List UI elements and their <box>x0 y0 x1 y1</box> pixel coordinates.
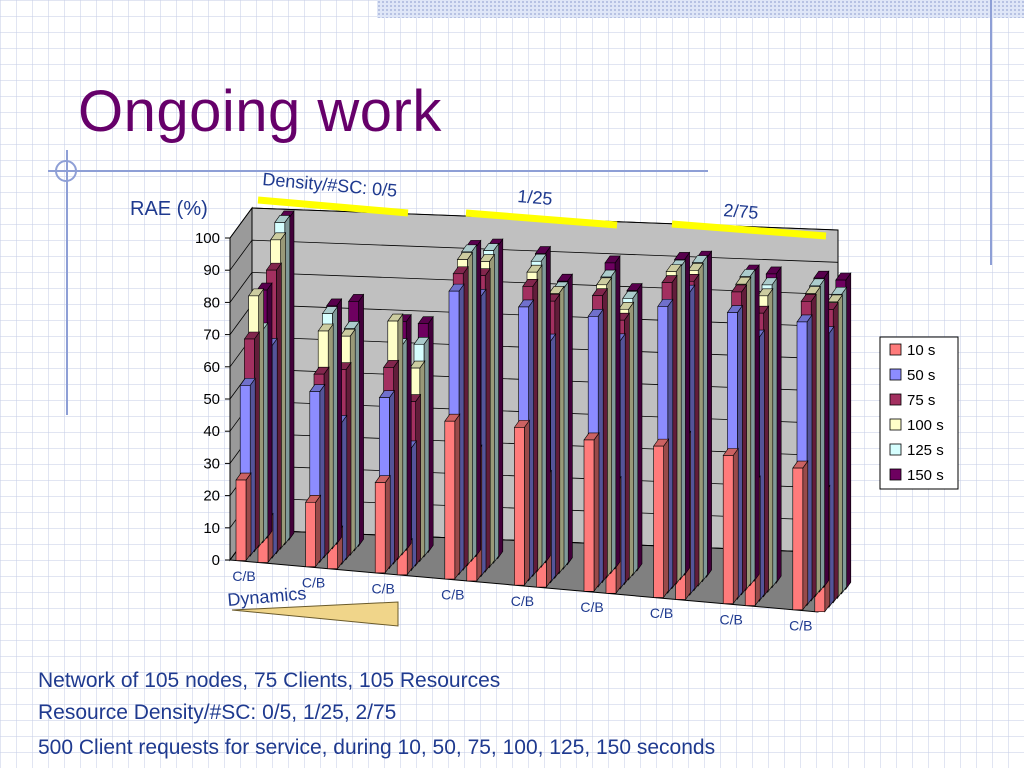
x-tick-label: C/B <box>720 611 743 627</box>
bar-side <box>384 474 391 574</box>
x-tick-label: C/B <box>232 568 255 584</box>
bar <box>305 501 316 567</box>
bar <box>514 427 525 586</box>
y-tick-label: 90 <box>203 262 220 279</box>
legend-swatch <box>889 393 902 406</box>
legend-swatch <box>889 443 902 456</box>
bullet-network: Network of 105 nodes, 75 Clients, 105 Re… <box>38 669 501 692</box>
legend-label: 100 s <box>907 417 944 434</box>
x-tick-label: C/B <box>580 599 603 615</box>
group-label: 2/75 <box>723 200 760 223</box>
group-label: Density/#SC: 0/5 <box>262 169 398 201</box>
gridline-side <box>229 272 253 303</box>
legend-swatch <box>889 468 902 481</box>
group-label: 1/25 <box>517 186 554 209</box>
legend-label: 50 s <box>907 367 935 384</box>
y-axis-label: RAE (%) <box>130 198 208 220</box>
bar-side <box>663 438 669 599</box>
group-marker <box>465 209 618 229</box>
y-tick-label: 60 <box>203 359 220 376</box>
y-tick-label: 80 <box>203 294 220 311</box>
x-tick-label: C/B <box>372 581 395 597</box>
bar-side <box>732 447 739 605</box>
group-marker <box>257 196 409 217</box>
bar-side <box>524 419 530 587</box>
bullet-requests: 500 Client requests for service, during … <box>38 736 716 759</box>
gridline-side <box>229 239 253 271</box>
decorative-line-left <box>66 150 68 415</box>
group-marker <box>671 220 827 240</box>
bar <box>235 479 247 561</box>
legend-swatch <box>889 418 902 431</box>
bullet-density: Resource Density/#SC: 0/5, 1/25, 2/75 <box>38 701 397 724</box>
decorative-band-top <box>377 0 1024 18</box>
bar-side <box>593 432 600 593</box>
y-tick-label: 70 <box>203 327 220 344</box>
legend-swatch <box>889 368 902 381</box>
legend-box <box>879 336 959 490</box>
legend-label: 75 s <box>907 392 935 409</box>
legend-label: 125 s <box>907 442 944 459</box>
bar-side <box>802 460 809 611</box>
decorative-circle <box>55 160 77 182</box>
bar-side <box>245 472 252 562</box>
dynamics-label: Dynamics <box>227 583 307 610</box>
bar <box>722 455 734 604</box>
dynamics-wedge <box>231 601 399 627</box>
legend-label: 10 s <box>907 342 935 359</box>
x-tick-label: C/B <box>511 593 534 609</box>
bar <box>374 482 386 574</box>
bar <box>444 420 456 580</box>
bar <box>653 445 664 598</box>
bar-side <box>315 494 321 568</box>
y-tick-label: 30 <box>203 455 220 472</box>
legend-label: 150 s <box>907 467 944 484</box>
y-tick-label: 10 <box>203 520 220 537</box>
bar-side <box>454 413 461 580</box>
x-tick-label: C/B <box>302 574 325 590</box>
slide-title: Ongoing work <box>78 79 442 144</box>
y-tick-label: 0 <box>212 552 220 569</box>
decorative-line-right <box>990 0 992 265</box>
legend-swatch <box>889 343 902 356</box>
x-tick-label: C/B <box>650 605 673 621</box>
bar-chart-3d: 0 10 20 30 40 50 60 70 80 90 100 RAE (%) C/B C/B C/B C/… <box>130 169 959 633</box>
decorative-line-horizontal <box>48 170 708 172</box>
gridline-side <box>229 207 253 239</box>
x-tick-label: C/B <box>441 587 464 603</box>
x-tick-label: C/B <box>789 617 812 633</box>
bar <box>792 467 804 611</box>
y-tick-label: 50 <box>203 391 220 408</box>
bar <box>583 439 595 592</box>
y-tick-label: 40 <box>203 423 220 440</box>
y-tick-label: 100 <box>195 230 220 247</box>
y-tick-label: 20 <box>203 488 220 505</box>
